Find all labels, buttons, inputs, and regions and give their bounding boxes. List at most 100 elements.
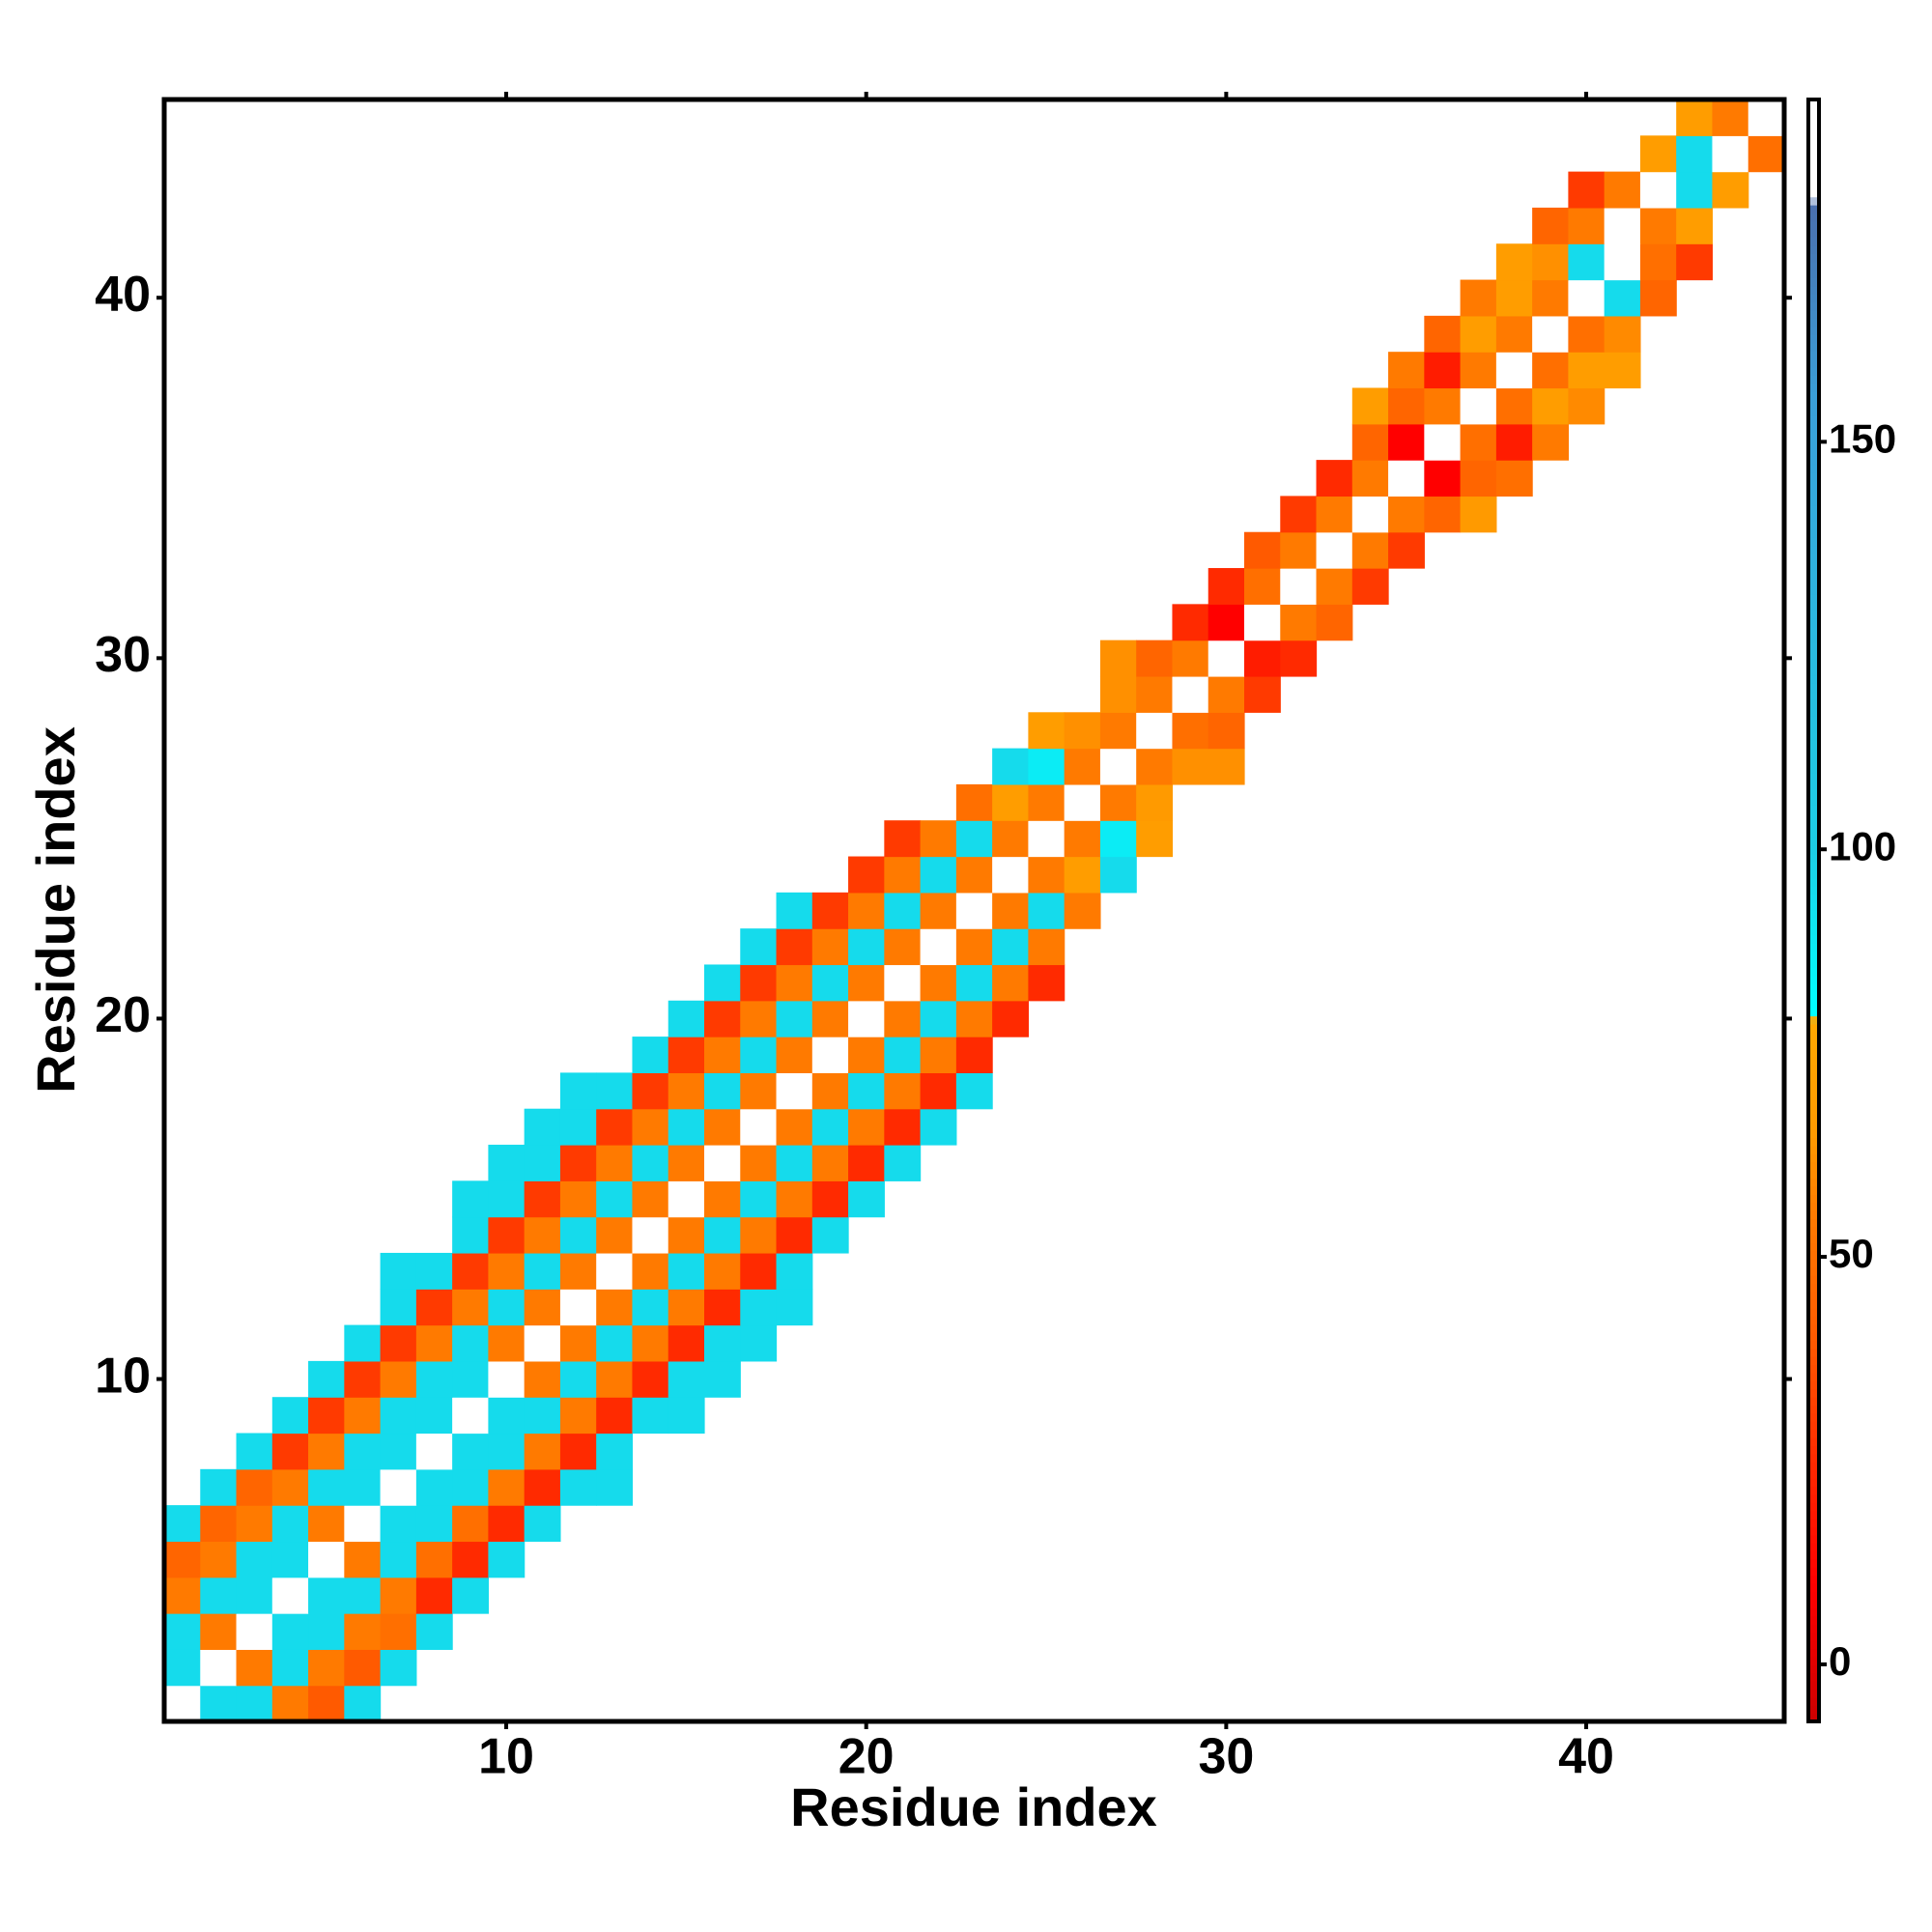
colorbar-segment — [1808, 318, 1819, 327]
heatmap-cell — [668, 1397, 705, 1435]
colorbar-segment — [1808, 277, 1819, 287]
colorbar-segment — [1808, 1412, 1819, 1422]
colorbar-segment — [1808, 1307, 1819, 1317]
colorbar-segment — [1808, 1373, 1819, 1381]
heatmap-cell — [236, 1577, 273, 1614]
colorbar-segment — [1808, 464, 1819, 473]
colorbar-segment — [1808, 1469, 1819, 1479]
heatmap-cell — [884, 1108, 922, 1146]
heatmap-cell — [415, 1397, 453, 1435]
heatmap-cell — [1568, 315, 1605, 353]
heatmap-cell — [1747, 135, 1785, 173]
colorbar-segment — [1808, 1526, 1819, 1536]
heatmap-cell — [740, 1000, 778, 1037]
heatmap-cell — [1532, 279, 1569, 317]
heatmap-cell — [776, 1180, 813, 1218]
heatmap-cell — [920, 892, 957, 929]
colorbar-segment — [1808, 375, 1819, 384]
heatmap-cell — [848, 856, 885, 894]
heatmap-cell — [704, 1180, 741, 1218]
heatmap-cell — [524, 1108, 561, 1146]
heatmap-cell — [1028, 712, 1065, 750]
colorbar-segment — [1808, 1640, 1819, 1649]
heatmap-cell — [1604, 352, 1641, 389]
heatmap-cell — [596, 1397, 634, 1435]
colorbar-segment — [1808, 537, 1819, 547]
colorbar-segment — [1808, 1672, 1819, 1682]
colorbar-segment — [1808, 1008, 1819, 1017]
colorbar-segment — [1808, 1591, 1819, 1601]
heatmap-cell — [1388, 387, 1425, 425]
colorbar-segment — [1808, 1429, 1819, 1438]
heatmap-cell — [992, 928, 1029, 966]
heatmap-cell — [488, 1433, 526, 1470]
heatmap-cell — [164, 1613, 201, 1650]
heatmap-cell — [1676, 99, 1714, 136]
heatmap-cell — [1244, 604, 1281, 641]
heatmap-cell — [884, 1000, 922, 1037]
heatmap-cell — [236, 1433, 273, 1470]
colorbar-segment — [1808, 423, 1819, 433]
heatmap-cell — [488, 1324, 526, 1362]
heatmap-cell — [380, 1613, 417, 1650]
heatmap-cell — [1208, 748, 1245, 785]
colorbar-segment — [1808, 107, 1819, 117]
heatmap-cell — [811, 1180, 849, 1218]
colorbar-segment — [1808, 1397, 1819, 1406]
heatmap-cell — [811, 1145, 849, 1181]
colorbar-segment — [1808, 1056, 1819, 1065]
heatmap-cell — [1280, 496, 1318, 533]
colorbar-segment — [1808, 755, 1819, 765]
colorbar-segment — [1808, 1113, 1819, 1122]
colorbar-segment — [1808, 1145, 1819, 1154]
colorbar-segment — [1808, 545, 1819, 554]
colorbar-segment — [1808, 528, 1819, 538]
heatmap-cell — [740, 1180, 778, 1218]
heatmap-cell — [1495, 315, 1533, 353]
colorbar-segment — [1808, 845, 1819, 855]
heatmap-cell — [344, 1685, 382, 1722]
heatmap-cell — [1099, 856, 1137, 894]
colorbar-segment — [1808, 164, 1819, 174]
heatmap-cell — [524, 1252, 561, 1290]
heatmap-cell — [380, 1505, 417, 1543]
heatmap-cell — [1172, 712, 1209, 750]
heatmap-cell — [1639, 135, 1677, 173]
heatmap-cell — [848, 1000, 885, 1037]
heatmap-cell — [1532, 207, 1569, 244]
heatmap-cell — [776, 1072, 813, 1110]
colorbar-segment — [1808, 1648, 1819, 1658]
heatmap-cell — [955, 928, 993, 966]
heatmap-cell — [1460, 423, 1497, 461]
heatmap-cell — [740, 1216, 778, 1254]
heatmap-cell — [776, 1216, 813, 1254]
colorbar-segment — [1808, 886, 1819, 895]
heatmap-cell — [1316, 496, 1353, 533]
heatmap-cell — [740, 1145, 778, 1181]
colorbar-segment — [1808, 1519, 1819, 1528]
heatmap-cell — [1136, 675, 1174, 713]
y-tick-label: 10 — [95, 1348, 151, 1404]
heatmap-cell — [668, 1108, 705, 1146]
heatmap-cell — [1495, 460, 1533, 497]
heatmap-cell — [1351, 496, 1389, 533]
heatmap-cell — [811, 1108, 849, 1146]
colorbar-segment — [1808, 1048, 1819, 1058]
heatmap-cell — [488, 1216, 526, 1254]
colorbar-segment — [1808, 1072, 1819, 1082]
heatmap-cell — [1064, 892, 1101, 929]
heatmap-cell — [164, 1541, 201, 1578]
heatmap-cell — [632, 1252, 669, 1290]
heatmap-cell — [1028, 892, 1065, 929]
colorbar-segment — [1808, 1510, 1819, 1520]
heatmap-cell — [1604, 171, 1641, 209]
colorbar-segment — [1808, 1664, 1819, 1674]
colorbar-segment — [1808, 1453, 1819, 1463]
heatmap-cell — [415, 1541, 453, 1578]
heatmap-cell — [271, 1685, 309, 1722]
colorbar-segment — [1808, 1275, 1819, 1285]
colorbar-segment — [1808, 626, 1819, 636]
heatmap-cell — [848, 964, 885, 1002]
colorbar-segment — [1808, 877, 1819, 887]
